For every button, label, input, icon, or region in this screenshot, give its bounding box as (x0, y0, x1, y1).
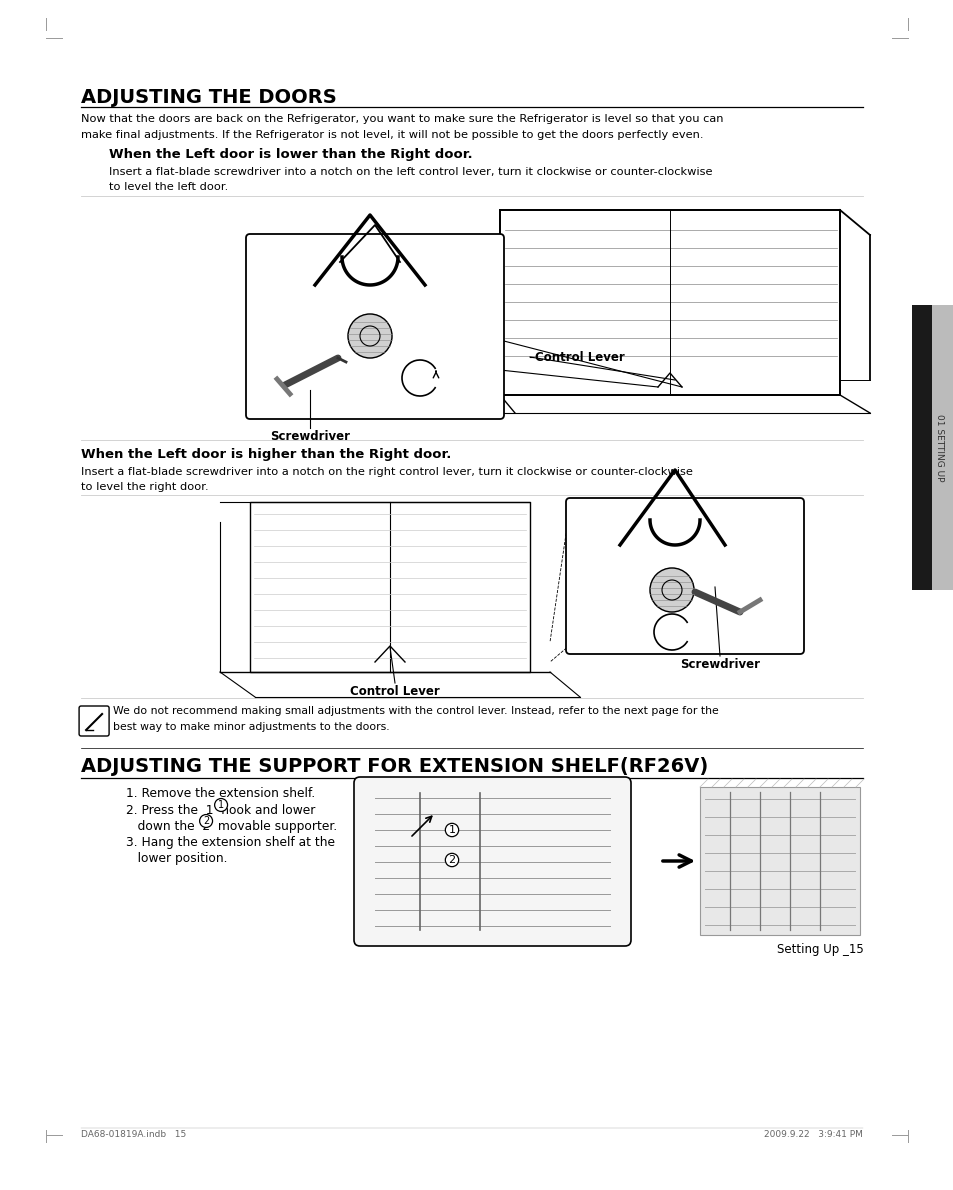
Text: 1: 1 (448, 825, 455, 835)
Text: DA68-01819A.indb   15: DA68-01819A.indb 15 (81, 1130, 186, 1139)
Text: Screwdriver: Screwdriver (679, 658, 760, 671)
Text: 2: 2 (448, 854, 456, 865)
Text: 01 SETTING UP: 01 SETTING UP (935, 414, 943, 481)
Text: 2009.9.22   3:9:41 PM: 2009.9.22 3:9:41 PM (763, 1130, 862, 1139)
Text: ADJUSTING THE SUPPORT FOR EXTENSION SHELF(RF26V): ADJUSTING THE SUPPORT FOR EXTENSION SHEL… (81, 757, 707, 776)
Text: 2. Press the  1  hook and lower: 2. Press the 1 hook and lower (126, 804, 315, 818)
Bar (700, 787, 859, 935)
Text: Control Lever: Control Lever (535, 351, 624, 363)
FancyBboxPatch shape (354, 777, 630, 946)
Text: When the Left door is lower than the Right door.: When the Left door is lower than the Rig… (109, 148, 473, 161)
Bar (499, 209, 840, 395)
Text: 1. Remove the extension shelf.: 1. Remove the extension shelf. (126, 787, 315, 800)
Text: Now that the doors are back on the Refrigerator, you want to make sure the Refri: Now that the doors are back on the Refri… (81, 114, 722, 124)
Text: down the  2  movable supporter.: down the 2 movable supporter. (126, 820, 337, 833)
Text: Insert a flat-blade screwdriver into a notch on the left control lever, turn it : Insert a flat-blade screwdriver into a n… (109, 167, 712, 177)
Bar (931, 305, 953, 590)
Text: 3. Hang the extension shelf at the: 3. Hang the extension shelf at the (126, 837, 335, 848)
Circle shape (348, 314, 392, 358)
FancyBboxPatch shape (246, 234, 503, 419)
Bar (250, 502, 530, 672)
Text: best way to make minor adjustments to the doors.: best way to make minor adjustments to th… (113, 722, 390, 732)
Text: Control Lever: Control Lever (350, 685, 439, 699)
Bar (911, 305, 931, 590)
Text: to level the right door.: to level the right door. (81, 482, 209, 491)
Text: Screwdriver: Screwdriver (270, 430, 350, 443)
Text: 1: 1 (218, 800, 224, 810)
FancyBboxPatch shape (565, 497, 803, 654)
Text: to level the left door.: to level the left door. (109, 182, 228, 192)
Text: Insert a flat-blade screwdriver into a notch on the right control lever, turn it: Insert a flat-blade screwdriver into a n… (81, 466, 692, 477)
Text: When the Left door is higher than the Right door.: When the Left door is higher than the Ri… (81, 447, 451, 461)
Text: make final adjustments. If the Refrigerator is not level, it will not be possibl: make final adjustments. If the Refrigera… (81, 130, 703, 140)
Text: We do not recommend making small adjustments with the control lever. Instead, re: We do not recommend making small adjustm… (113, 706, 719, 716)
Text: Setting Up _15: Setting Up _15 (776, 942, 862, 956)
Text: ADJUSTING THE DOORS: ADJUSTING THE DOORS (81, 88, 336, 107)
FancyBboxPatch shape (79, 706, 109, 735)
Circle shape (649, 568, 693, 612)
Text: lower position.: lower position. (126, 852, 228, 865)
Text: 2: 2 (203, 816, 209, 826)
